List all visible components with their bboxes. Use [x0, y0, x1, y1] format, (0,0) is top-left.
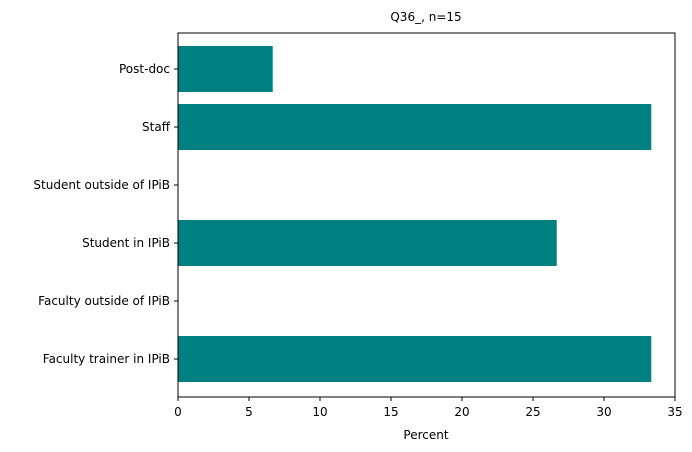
- y-tick-label: Staff: [142, 120, 171, 134]
- bar-staff: [178, 104, 652, 150]
- bars-group: [178, 46, 652, 382]
- x-tick-label: 5: [245, 405, 253, 419]
- x-axis-ticks: 0 5 10 15 20 25 30 35: [174, 397, 683, 419]
- x-tick-label: 15: [383, 405, 398, 419]
- x-tick-label: 30: [596, 405, 611, 419]
- x-tick-label: 35: [667, 405, 682, 419]
- plot-frame: [177, 32, 676, 398]
- x-tick-label: 25: [525, 405, 540, 419]
- x-axis-label: Percent: [403, 428, 448, 442]
- y-tick-label: Faculty trainer in IPiB: [43, 352, 170, 366]
- y-tick-label: Student in IPiB: [82, 236, 170, 250]
- x-tick-label: 0: [174, 405, 182, 419]
- x-tick-label: 10: [312, 405, 327, 419]
- bar-student-in-ipib: [178, 220, 557, 266]
- bar-faculty-trainer-in-ipib: [178, 336, 652, 382]
- y-axis-ticks: Faculty trainer in IPiB Faculty outside o…: [33, 62, 178, 366]
- bar-post-doc: [178, 46, 273, 92]
- y-tick-label: Post-doc: [119, 62, 170, 76]
- chart-title: Q36_, n=15: [390, 10, 461, 24]
- y-tick-label: Student outside of IPiB: [33, 178, 170, 192]
- x-tick-label: 20: [454, 405, 469, 419]
- y-tick-label: Faculty outside of IPiB: [38, 294, 170, 308]
